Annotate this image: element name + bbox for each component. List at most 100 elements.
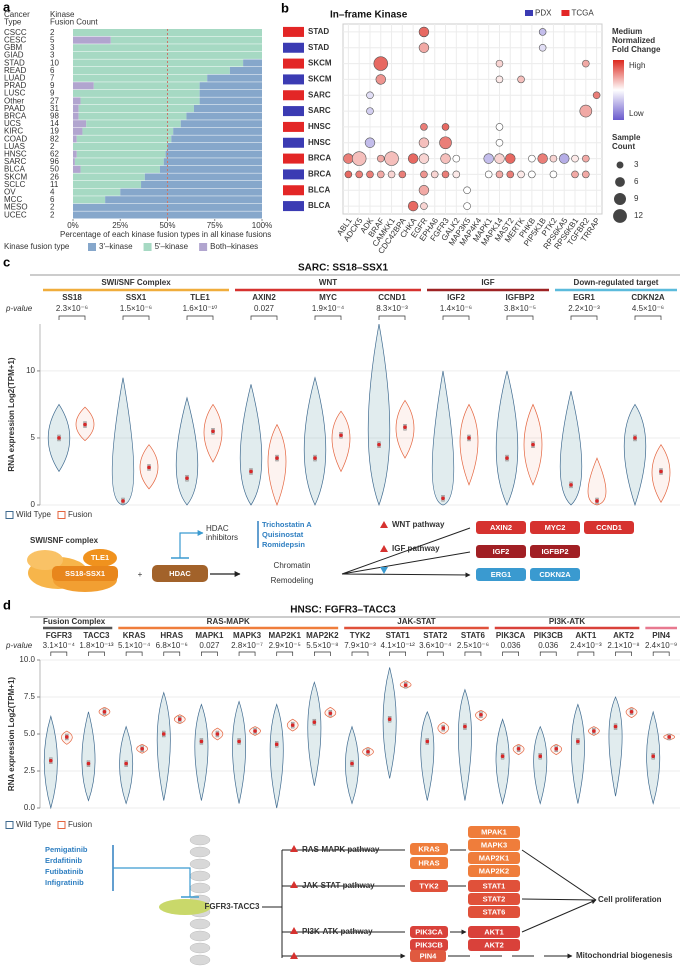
count-label: 6 xyxy=(50,66,55,75)
dot xyxy=(377,154,385,163)
bracket xyxy=(238,651,256,656)
p-value: 2.1×10⁻⁸ xyxy=(607,641,639,650)
gene-box xyxy=(530,568,580,581)
bar-segment xyxy=(73,82,94,90)
median-dot xyxy=(667,735,671,739)
bar-segment xyxy=(105,196,262,204)
dot xyxy=(463,186,471,195)
bar-segment xyxy=(144,173,262,181)
dot xyxy=(387,170,396,179)
gene-box xyxy=(530,521,580,534)
bar-segment xyxy=(167,143,262,151)
median-dot xyxy=(215,732,220,736)
median-dot xyxy=(253,729,257,733)
bar-segment xyxy=(171,135,262,143)
dot xyxy=(344,170,353,179)
count-label: 4 xyxy=(50,188,55,197)
p-value-header: p-value xyxy=(5,304,33,313)
gene-box-label: CDKN2A xyxy=(539,570,571,579)
violin xyxy=(111,377,135,506)
gene-box xyxy=(476,568,526,581)
y-tick-label: SKCM xyxy=(308,59,332,68)
median-dot xyxy=(377,442,381,447)
header: Fusion Count xyxy=(50,18,98,27)
gene-label: AKT1 xyxy=(575,631,596,640)
p-value: 2.2×10⁻³ xyxy=(568,304,600,313)
p-value: 4.5×10⁻⁶ xyxy=(632,304,664,313)
bracket xyxy=(389,651,406,656)
p-value: 3.8×10⁻⁵ xyxy=(504,304,536,313)
gene-box xyxy=(468,926,520,938)
p-value: 5.1×10⁻⁴ xyxy=(118,641,151,650)
size-legend-dot xyxy=(613,209,627,223)
gene-box xyxy=(410,857,448,869)
bar-segment xyxy=(73,158,75,166)
drug: Futibatinib xyxy=(45,867,84,876)
row-source-box xyxy=(283,42,304,53)
dot xyxy=(538,43,547,52)
category-label: SCLC xyxy=(4,180,26,189)
median-dot xyxy=(121,499,125,503)
median-dot xyxy=(592,729,596,733)
violin xyxy=(495,370,519,506)
row-source-box xyxy=(283,90,304,101)
outcome: Remodeling xyxy=(271,576,314,585)
count-label: 31 xyxy=(50,104,59,113)
category-label: BLCA xyxy=(4,165,26,174)
gene-box xyxy=(468,865,520,877)
diagram-d-shapes xyxy=(112,834,596,966)
legend-swatch xyxy=(5,821,14,829)
median-dot xyxy=(554,747,559,751)
category-label: MCC xyxy=(4,195,22,204)
legend-label: 3'–kinase xyxy=(99,242,133,251)
group-label: Down-regulated target xyxy=(574,278,659,287)
dot xyxy=(418,42,430,53)
pathway-label: JAK-STAT pathway xyxy=(302,881,375,890)
dot xyxy=(343,153,354,164)
bracket xyxy=(652,651,670,656)
gene-box xyxy=(468,839,520,851)
row-source-box xyxy=(283,26,304,37)
category-label: HNSC xyxy=(4,150,27,159)
legend-swatch xyxy=(561,10,570,16)
dot xyxy=(452,154,461,163)
x-tick-label: 50% xyxy=(159,221,175,230)
bracket xyxy=(502,651,519,656)
median-dot xyxy=(328,711,333,716)
median-dot xyxy=(275,456,279,460)
category-label: STAD xyxy=(4,58,25,67)
gene-box-label: PIN4 xyxy=(420,951,438,960)
bracket xyxy=(125,651,143,656)
category-label: GIAD xyxy=(4,51,24,60)
panel-label: c xyxy=(3,254,10,269)
dot xyxy=(549,170,558,179)
panel-label: b xyxy=(281,0,289,15)
count-label: 82 xyxy=(50,134,59,143)
dot xyxy=(463,202,471,210)
gene-label: CCND1 xyxy=(378,293,406,302)
outcome: Mitochondrial biogenesis xyxy=(576,951,673,960)
median-dot xyxy=(86,761,91,766)
bracket xyxy=(539,651,557,656)
dot xyxy=(495,170,504,179)
x-tick-label: 0% xyxy=(67,221,79,230)
p-value: 1.4×10⁻⁶ xyxy=(440,304,472,313)
legend-swatch xyxy=(5,511,14,519)
row-source-box xyxy=(283,74,304,85)
bar-segment xyxy=(73,36,111,44)
gene-box-label: PIK3CB xyxy=(415,940,443,949)
inhibitors-label: inhibitors xyxy=(206,533,238,542)
count-label: 27 xyxy=(50,96,59,105)
violin xyxy=(267,423,287,506)
y-tick-label: SARC xyxy=(308,106,331,115)
median-dot xyxy=(185,476,189,480)
dot xyxy=(366,170,374,179)
bracket xyxy=(615,651,632,656)
size-legend-dot xyxy=(616,161,624,169)
violin xyxy=(459,403,479,486)
bar-segment xyxy=(73,127,83,135)
bracket xyxy=(122,315,150,320)
group-label: WNT xyxy=(319,278,337,287)
legend-swatch xyxy=(88,243,96,251)
colorbar-label: Low xyxy=(629,109,644,118)
